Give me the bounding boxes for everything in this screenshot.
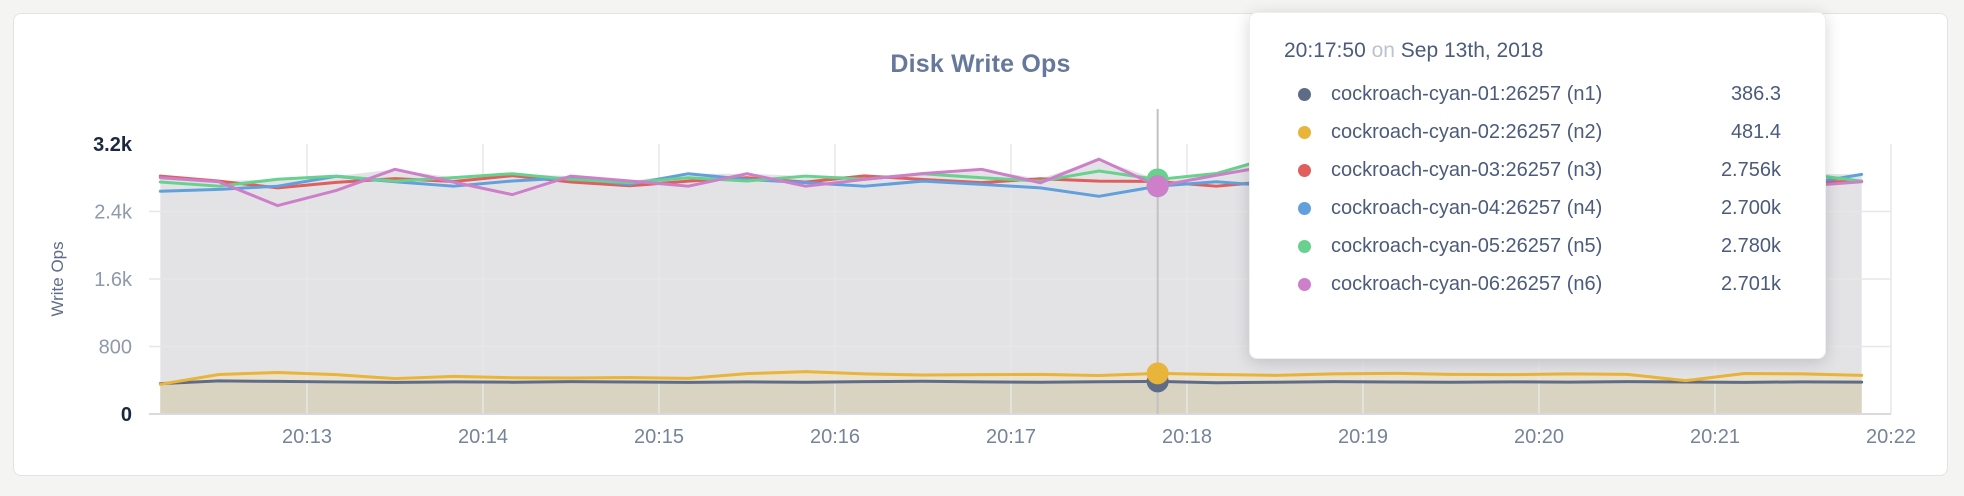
y-axis-tick: 800: [99, 337, 132, 359]
series-name: cockroach-cyan-02:26257 (n2): [1331, 120, 1603, 143]
legend-row: cockroach-cyan-06:26257 (n6) 2.701k: [1250, 265, 1825, 303]
tooltip-preposition: on: [1371, 39, 1395, 62]
tooltip-time: 20:17:50: [1284, 39, 1366, 62]
chart-card: Disk Write Ops Write Ops 0 800 1.6k 2.4k 3.2…: [13, 12, 1948, 476]
series-color-dot: [1298, 87, 1311, 101]
legend-row: cockroach-cyan-01:26257 (n1) 386.3: [1250, 75, 1825, 113]
chart-title: Disk Write Ops: [890, 50, 1071, 78]
hover-dot-n6: [1146, 175, 1169, 198]
legend-row: cockroach-cyan-02:26257 (n2) 481.4: [1250, 113, 1825, 151]
series-name: cockroach-cyan-01:26257 (n1): [1331, 82, 1603, 105]
x-axis-tick: 20:21: [1690, 426, 1740, 448]
tooltip-date: Sep 13th, 2018: [1400, 39, 1544, 62]
x-axis-tick: 20:13: [282, 426, 332, 448]
series-line-n2: [158, 370, 1864, 386]
legend-row: cockroach-cyan-05:26257 (n5) 2.780k: [1250, 227, 1825, 265]
series-name: cockroach-cyan-06:26257 (n6): [1331, 272, 1603, 295]
series-color-dot: [1298, 201, 1311, 215]
tooltip-header: 20:17:50 on Sep 13th, 2018: [1250, 13, 1825, 63]
x-axis-tick: 20:14: [458, 426, 508, 448]
series-color-dot: [1298, 163, 1311, 177]
x-axis-tick: 20:19: [1338, 426, 1388, 448]
legend-row: cockroach-cyan-03:26257 (n3) 2.756k: [1250, 151, 1825, 189]
series-line-n1: [158, 379, 1864, 386]
x-axis-tick: 20:22: [1866, 426, 1916, 448]
x-axis-tick: 20:18: [1162, 426, 1212, 448]
series-value: 386.3: [1730, 82, 1781, 105]
hover-dot-n2: [1146, 362, 1169, 385]
series-value: 2.780k: [1720, 234, 1781, 257]
y-axis-tick: 0: [121, 404, 132, 426]
series-color-dot: [1298, 125, 1311, 139]
series-color-dot: [1298, 239, 1311, 253]
series-value: 2.700k: [1720, 196, 1781, 219]
legend-row: cockroach-cyan-04:26257 (n4) 2.700k: [1250, 189, 1825, 227]
y-axis-tick: 1.6k: [94, 269, 133, 291]
x-axis-tick: 20:16: [810, 426, 860, 448]
hover-tooltip: 20:17:50 on Sep 13th, 2018 cockroach-cya…: [1249, 12, 1826, 359]
series-value: 2.701k: [1720, 272, 1781, 295]
series-value: 481.4: [1730, 120, 1781, 143]
tooltip-legend: cockroach-cyan-01:26257 (n1) 386.3 cockroa…: [1250, 75, 1825, 303]
y-axis-tick: 2.4k: [94, 202, 133, 224]
x-axis-tick: 20:17: [986, 426, 1036, 448]
series-name: cockroach-cyan-03:26257 (n3): [1331, 158, 1603, 181]
series-color-dot: [1298, 277, 1311, 291]
x-axis-tick: 20:15: [634, 426, 684, 448]
series-name: cockroach-cyan-05:26257 (n5): [1331, 234, 1603, 257]
y-axis-tick: 3.2k: [93, 134, 133, 156]
series-name: cockroach-cyan-04:26257 (n4): [1331, 196, 1603, 219]
series-value: 2.756k: [1720, 158, 1781, 181]
x-axis-tick: 20:20: [1514, 426, 1564, 448]
